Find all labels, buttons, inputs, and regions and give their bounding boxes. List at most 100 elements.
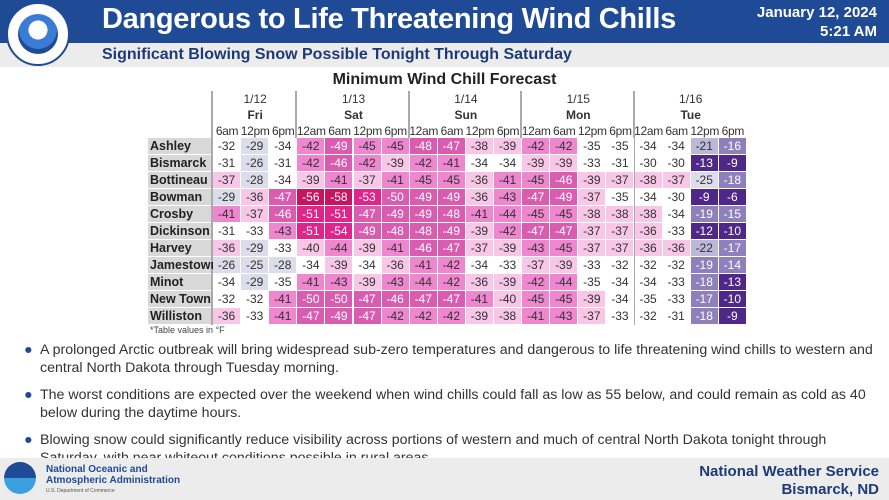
wind-chill-cell: -32 xyxy=(213,291,242,308)
wind-chill-cell: -14 xyxy=(718,257,747,274)
time-header: 6am xyxy=(440,124,464,138)
wind-chill-cell: -39 xyxy=(465,308,494,325)
time-header: 6pm xyxy=(721,124,745,138)
wind-chill-cell: -47 xyxy=(437,240,466,257)
wind-chill-cell: -44 xyxy=(550,274,579,291)
wind-chill-cell: -41 xyxy=(409,257,438,274)
wind-chill-cell: -43 xyxy=(550,308,579,325)
location-name: Jamestown xyxy=(148,257,219,274)
wind-chill-cell: -35 xyxy=(269,274,298,291)
wind-chill-cell: -9 xyxy=(690,189,719,206)
time-header: 12am xyxy=(409,124,439,138)
noaa-dept: U.S. Department of Commerce xyxy=(46,488,115,494)
wind-chill-cell: -45 xyxy=(550,206,579,223)
wind-chill-cell: -35 xyxy=(606,189,635,206)
time-header: 12pm xyxy=(240,124,270,138)
wind-chill-cell: -36 xyxy=(662,240,691,257)
wind-chill-cell: -48 xyxy=(409,138,438,155)
wind-chill-cell: -43 xyxy=(522,240,551,257)
wind-chill-cell: -29 xyxy=(241,138,270,155)
wind-chill-cell: -34 xyxy=(606,291,635,308)
wind-chill-cell: -32 xyxy=(634,257,663,274)
wind-chill-cell: -46 xyxy=(409,240,438,257)
day-date: 1/15 xyxy=(566,92,590,106)
wind-chill-cell: -51 xyxy=(297,206,326,223)
location-name: Ashley xyxy=(148,138,211,155)
wind-chill-cell: -40 xyxy=(494,291,523,308)
wind-chill-cell: -50 xyxy=(381,189,410,206)
wind-chill-cell: -47 xyxy=(522,223,551,240)
wind-chill-cell: -34 xyxy=(353,257,382,274)
bullet-text: A prolonged Arctic outbreak will bring w… xyxy=(40,342,873,376)
issue-datetime: January 12, 2024 5:21 AM xyxy=(757,3,877,41)
wind-chill-cell: -45 xyxy=(522,291,551,308)
header-bar: Dangerous to Life Threatening Wind Chill… xyxy=(0,0,889,43)
wind-chill-cell: -36 xyxy=(465,189,494,206)
wind-chill-cell: -58 xyxy=(325,189,354,206)
wind-chill-cell: -32 xyxy=(213,138,242,155)
wind-chill-cell: -36 xyxy=(634,223,663,240)
wind-chill-cell: -36 xyxy=(241,189,270,206)
wind-chill-cell: -29 xyxy=(241,240,270,257)
wind-chill-cell: -32 xyxy=(241,291,270,308)
wind-chill-cell: -10 xyxy=(718,223,747,240)
wind-chill-cell: -29 xyxy=(213,189,242,206)
time-header: 12pm xyxy=(353,124,382,138)
wind-chill-cell: -36 xyxy=(213,240,242,257)
wind-chill-cell: -49 xyxy=(325,138,354,155)
footer: National Oceanic and Atmospheric Administ… xyxy=(0,458,889,500)
wind-chill-cell: -25 xyxy=(690,172,719,189)
wind-chill-cell: -34 xyxy=(634,189,663,206)
wind-chill-cell: -41 xyxy=(465,206,494,223)
wind-chill-cell: -18 xyxy=(690,308,719,325)
wind-chill-cell: -49 xyxy=(437,189,466,206)
bullet-item: ● A prolonged Arctic outbreak will bring … xyxy=(22,341,882,377)
location-name: Harvey xyxy=(148,240,211,257)
wind-chill-cell: -9 xyxy=(718,155,747,172)
wind-chill-cell: -33 xyxy=(241,308,270,325)
wind-chill-cell: -37 xyxy=(213,172,242,189)
table-note: *Table values in °F xyxy=(150,325,225,335)
bullet-item: ● The worst conditions are expected over … xyxy=(22,386,882,422)
wind-chill-cell: -47 xyxy=(353,308,382,325)
wind-chill-cell: -42 xyxy=(409,155,438,172)
wind-chill-cell: -42 xyxy=(381,308,410,325)
time-header: 12am xyxy=(296,124,326,138)
wind-chill-cell: -39 xyxy=(494,274,523,291)
page-subtitle: Significant Blowing Snow Possible Tonigh… xyxy=(102,46,572,63)
wind-chill-cell: -37 xyxy=(578,223,607,240)
wind-chill-cell: -39 xyxy=(353,274,382,291)
wind-chill-cell: -41 xyxy=(381,172,410,189)
wind-chill-cell: -42 xyxy=(409,308,438,325)
wind-chill-cell: -38 xyxy=(494,308,523,325)
wind-chill-cell: -48 xyxy=(437,206,466,223)
wind-chill-cell: -41 xyxy=(437,155,466,172)
wind-chill-cell: -42 xyxy=(437,274,466,291)
day-date: 1/16 xyxy=(679,92,703,106)
wind-chill-cell: -33 xyxy=(269,240,298,257)
wind-chill-cell: -37 xyxy=(606,240,635,257)
wind-chill-cell: -42 xyxy=(494,223,523,240)
location-name: Bismarck xyxy=(148,155,211,172)
time-header: 12am xyxy=(634,124,663,138)
wind-chill-cell: -33 xyxy=(578,257,607,274)
wind-chill-cell: -37 xyxy=(353,172,382,189)
wind-chill-cell: -38 xyxy=(634,172,663,189)
day-name: Sun xyxy=(454,108,478,122)
wind-chill-cell: -41 xyxy=(213,206,242,223)
wind-chill-cell: -49 xyxy=(381,206,410,223)
wind-chill-cell: -47 xyxy=(409,291,438,308)
wind-chill-cell: -35 xyxy=(606,138,635,155)
wind-chill-cell: -43 xyxy=(325,274,354,291)
wind-chill-cell: -48 xyxy=(409,223,438,240)
wind-chill-cell: -13 xyxy=(690,155,719,172)
location-name: Dickinson xyxy=(148,223,211,240)
wind-chill-cell: -37 xyxy=(578,240,607,257)
day-divider xyxy=(211,91,213,325)
wind-chill-cell: -37 xyxy=(578,308,607,325)
office-name: National Weather Service Bismarck, ND xyxy=(699,463,879,499)
wind-chill-cell: -39 xyxy=(550,257,579,274)
wind-chill-cell: -42 xyxy=(437,257,466,274)
wind-chill-cell: -50 xyxy=(325,291,354,308)
page-title: Dangerous to Life Threatening Wind Chill… xyxy=(102,3,676,35)
